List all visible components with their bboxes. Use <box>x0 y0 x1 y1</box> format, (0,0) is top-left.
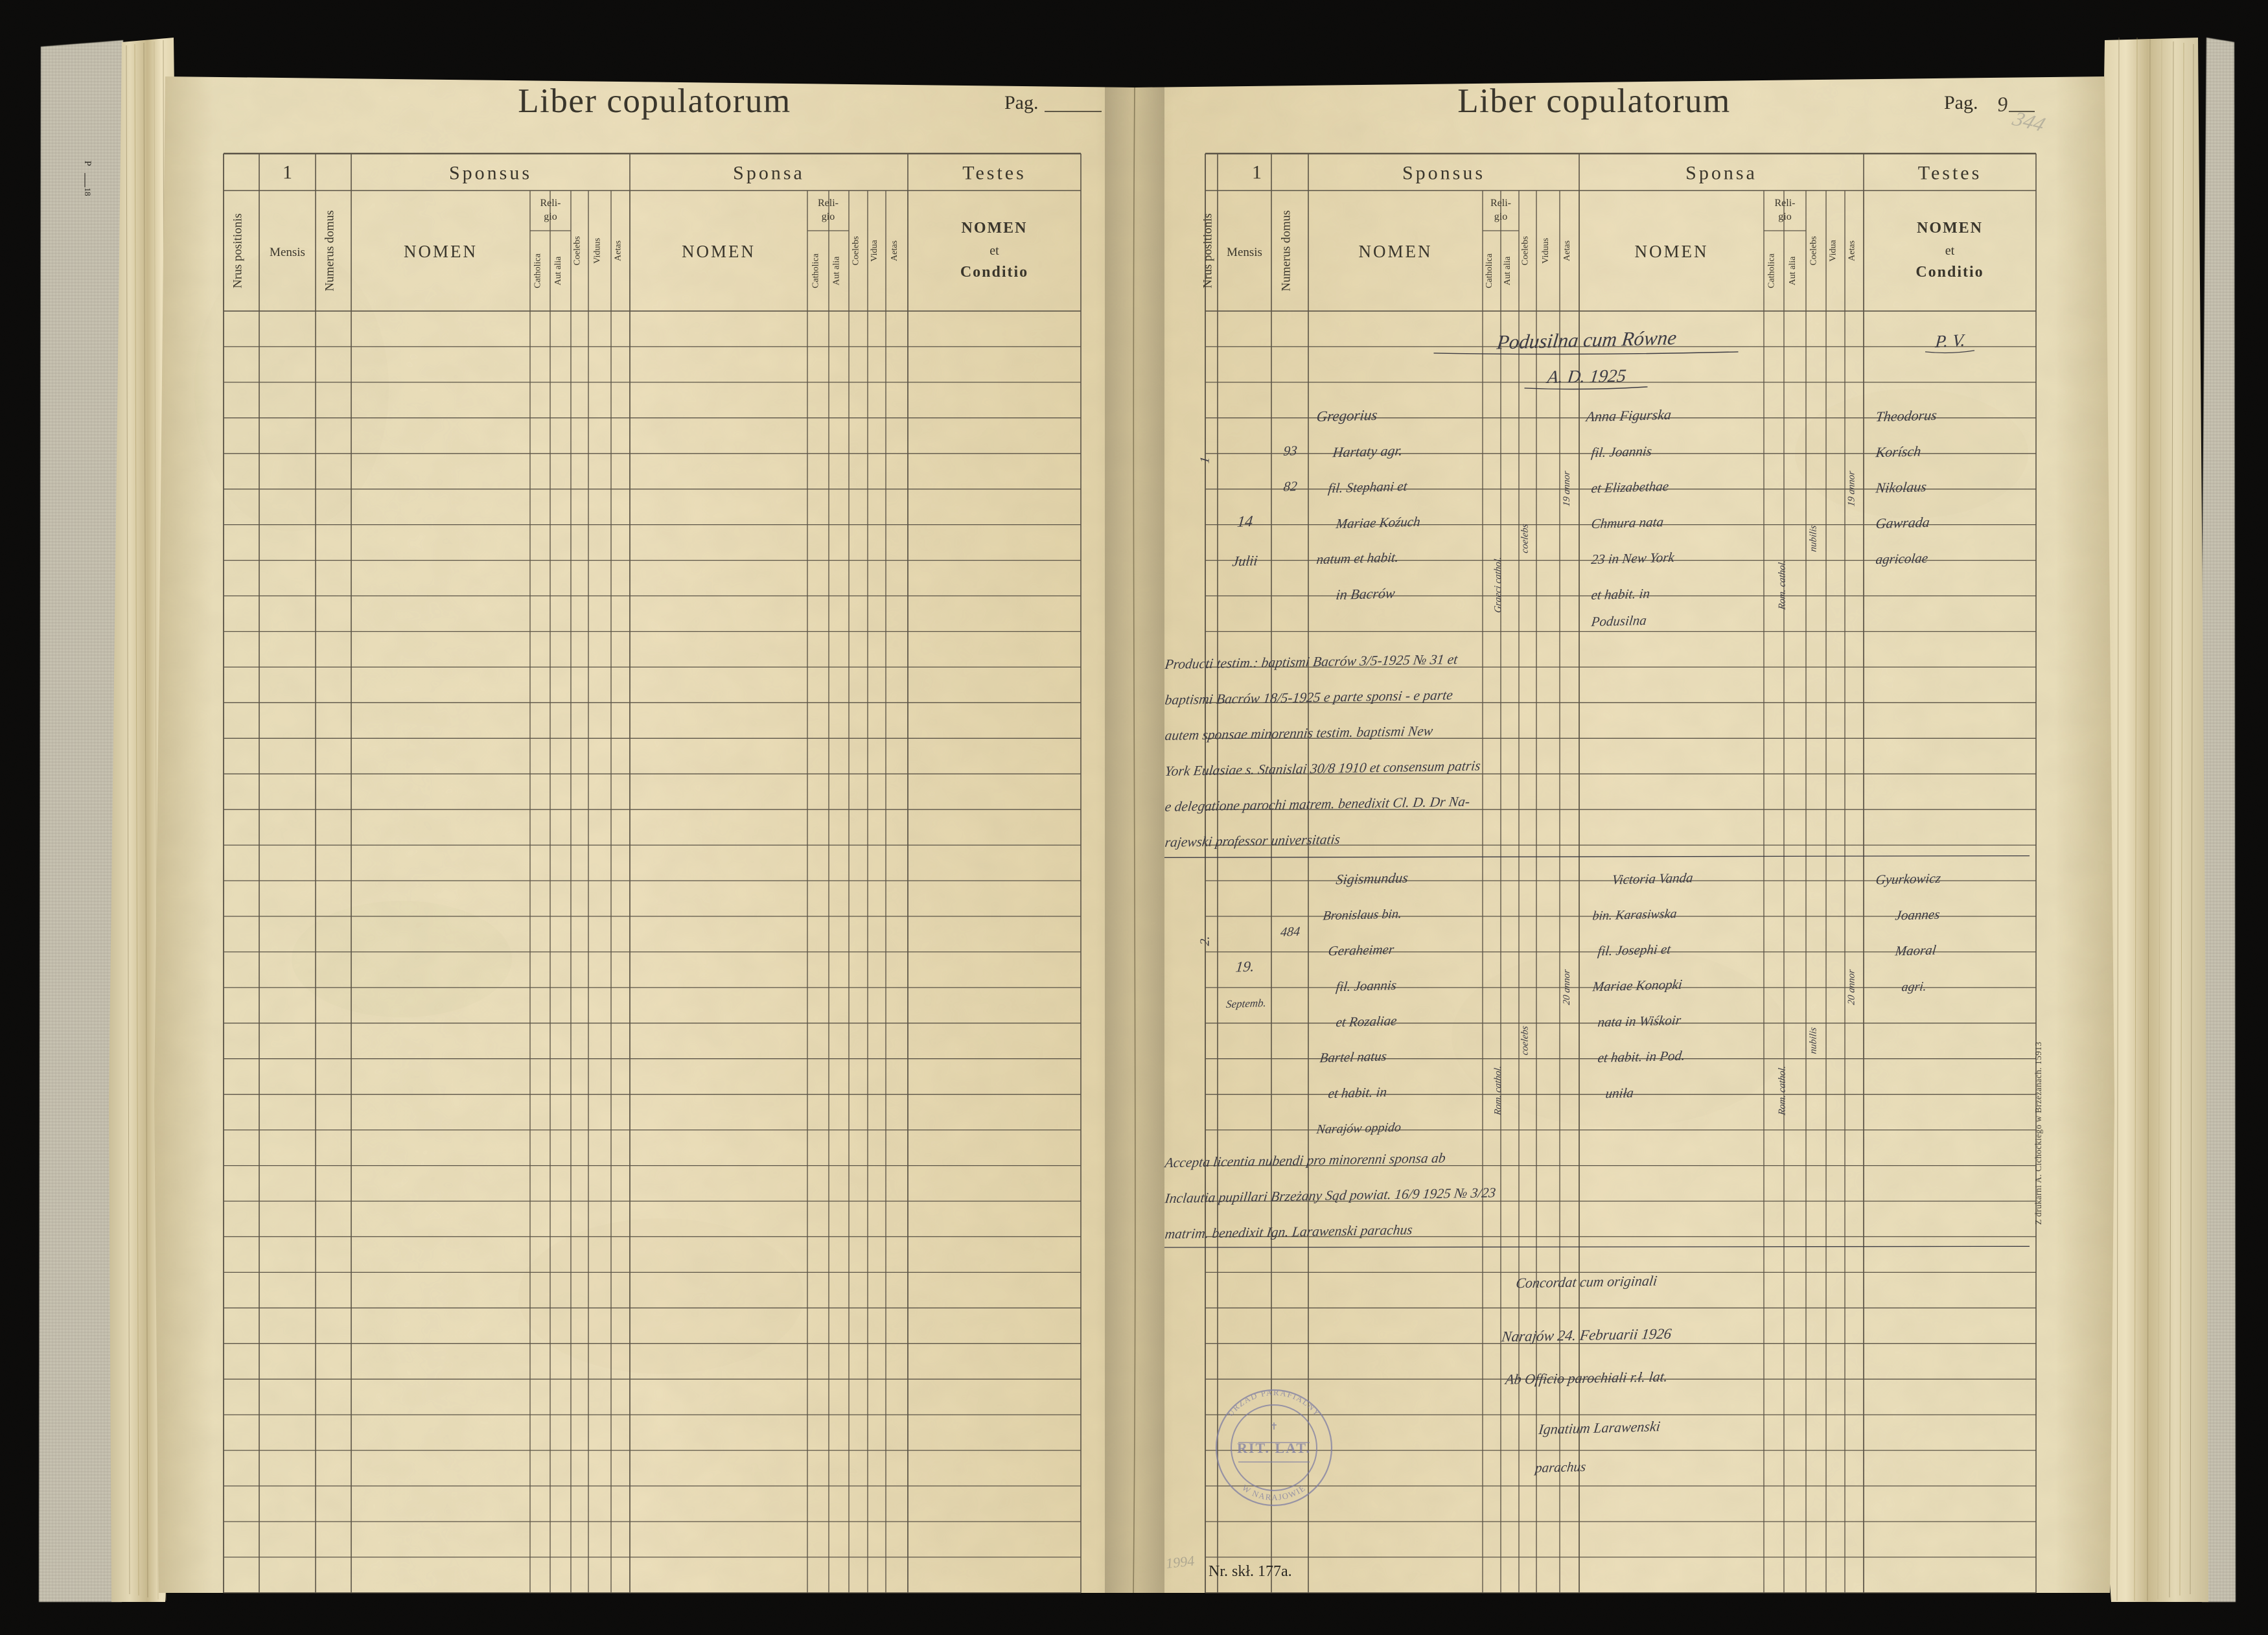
svg-text:18: 18 <box>83 188 93 196</box>
svg-text:344: 344 <box>2009 107 2049 135</box>
svg-text:Nr. skł. 177a.: Nr. skł. 177a. <box>1209 1563 1292 1580</box>
svg-text:1994: 1994 <box>1165 1553 1195 1571</box>
svg-text:P: P <box>82 161 93 166</box>
svg-text:Z drukarni A. Cichockiego w Br: Z drukarni A. Cichockiego w Brzeżanach. … <box>2033 1041 2043 1225</box>
